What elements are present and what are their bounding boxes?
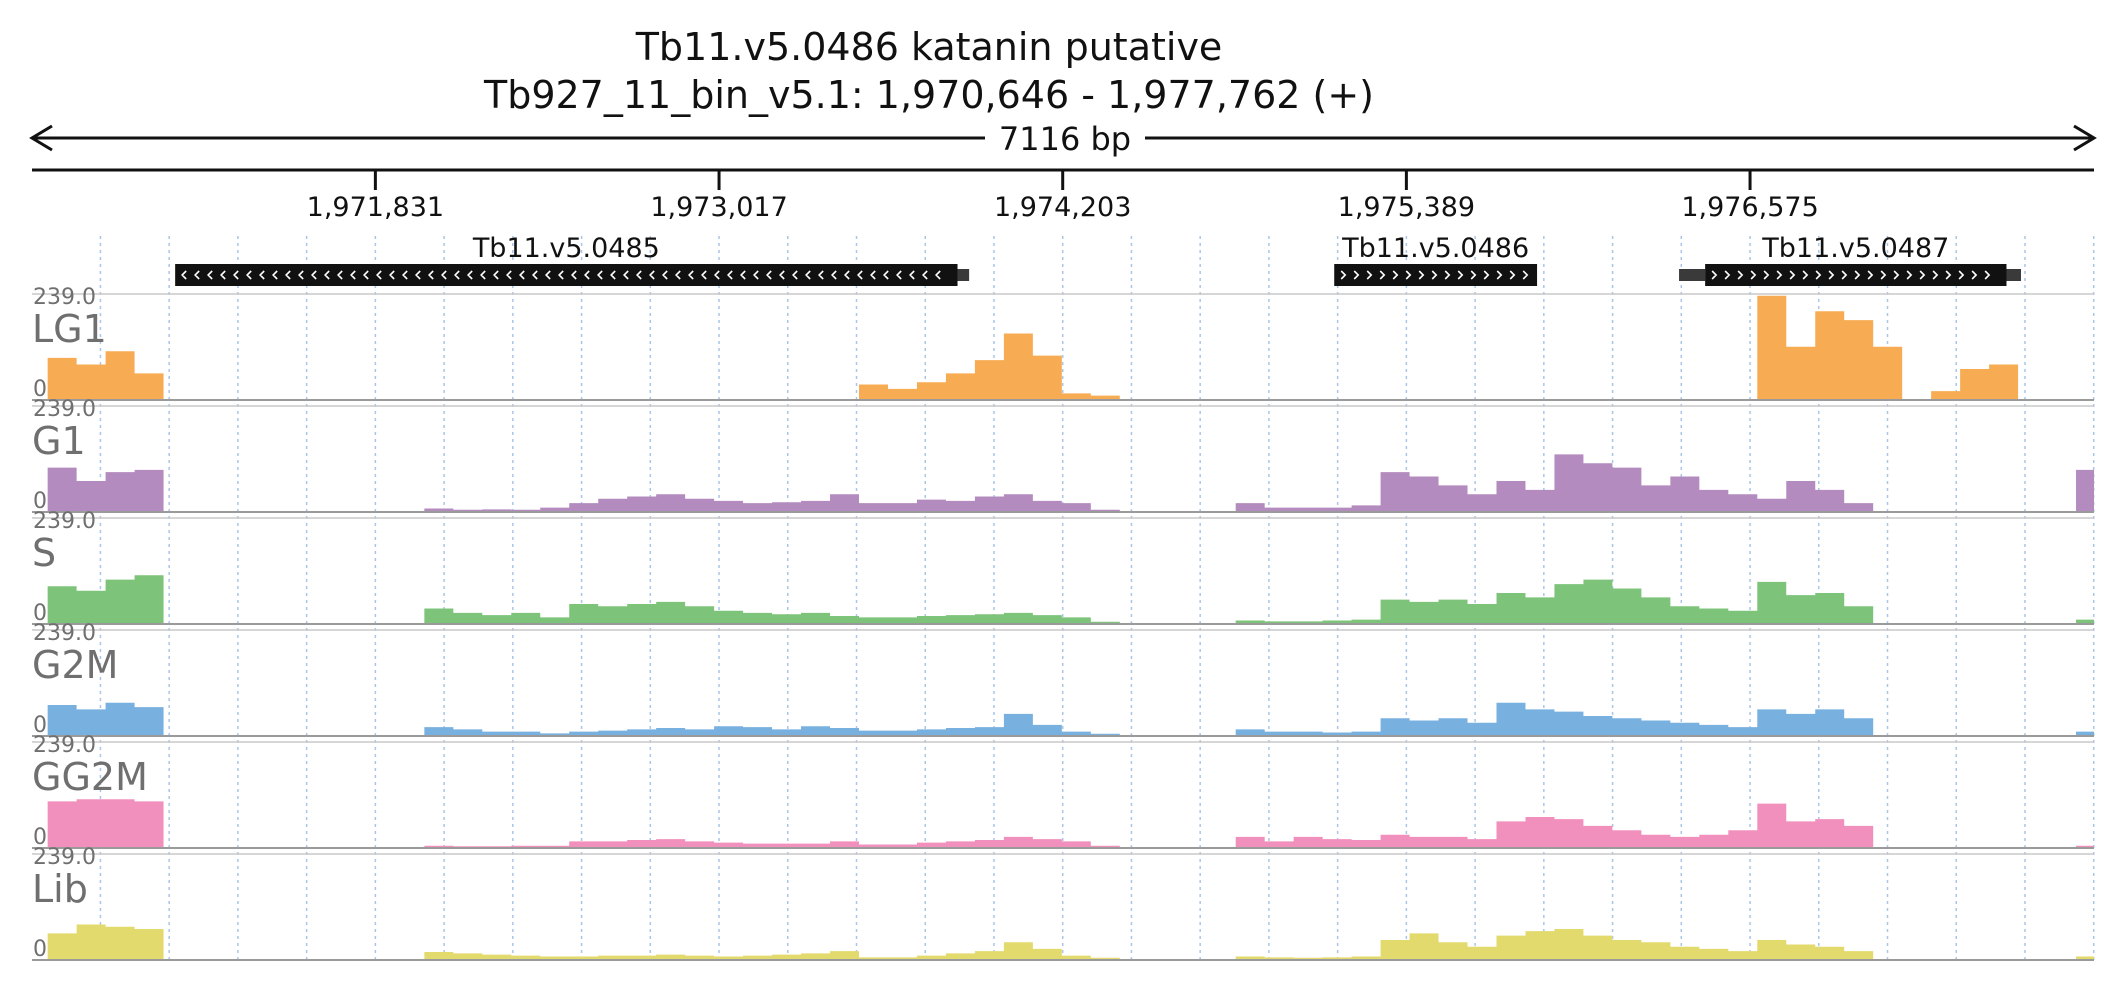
coverage-area xyxy=(32,702,2094,736)
gene-label: Tb11.v5.0486 xyxy=(1341,233,1529,264)
gene-utr xyxy=(957,269,970,281)
chart-subtitle: Tb927_11_bin_v5.1: 1,970,646 - 1,977,762… xyxy=(483,73,1374,117)
coverage-area xyxy=(32,799,2094,848)
region-span: 7116 bp xyxy=(29,120,2097,158)
track-zero-label: 0 xyxy=(33,713,47,738)
span-arrow-right-icon xyxy=(2073,124,2097,152)
tick-label: 1,974,203 xyxy=(994,192,1131,223)
gene-strand-arrows-icon xyxy=(181,270,941,280)
track-max-label: 239.0 xyxy=(33,845,96,870)
chart-title: Tb11.v5.0486 katanin putative xyxy=(635,25,1223,69)
track-zero-label: 0 xyxy=(33,377,47,402)
tick-label: 1,976,575 xyxy=(1681,192,1818,223)
gene-utr xyxy=(2006,269,2021,281)
coverage-tracks: 239.0LG10239.0G10239.0S0239.0G2M0239.0GG… xyxy=(32,285,2094,962)
gene-utr xyxy=(1679,269,1706,281)
track-name-label: Lib xyxy=(32,867,88,911)
span-label: 7116 bp xyxy=(999,120,1131,158)
track-zero-label: 0 xyxy=(33,937,47,962)
tick-label: 1,975,389 xyxy=(1338,192,1475,223)
gene-label: Tb11.v5.0487 xyxy=(1761,233,1949,264)
coverage-area xyxy=(32,575,2094,624)
gene-strand-arrows-icon xyxy=(1340,270,1529,280)
track-max-label: 239.0 xyxy=(33,621,96,646)
gene-track: Tb11.v5.0485 Tb11.v5.0486 Tb11.v5.0487 xyxy=(175,233,2021,286)
coordinate-ticks: 1,971,831 1,973,017 1,974,203 1,975,389 1,97… xyxy=(307,170,1819,223)
track-max-label: 239.0 xyxy=(33,397,96,422)
track-zero-label: 0 xyxy=(33,601,47,626)
tick-label: 1,971,831 xyxy=(307,192,444,223)
gene-body xyxy=(175,264,958,286)
track-name-label: GG2M xyxy=(32,755,148,799)
coverage-area xyxy=(32,295,2094,400)
track-zero-label: 0 xyxy=(33,825,47,850)
span-arrow-left-icon xyxy=(29,124,53,152)
track-s: 239.0S 0 xyxy=(32,509,2094,626)
coverage-area xyxy=(32,454,2094,512)
tick-label: 1,973,017 xyxy=(650,192,787,223)
track-name-label: G2M xyxy=(32,643,118,687)
track-max-label: 239.0 xyxy=(33,733,96,758)
track-name-label: S xyxy=(32,531,56,575)
gene-label: Tb11.v5.0485 xyxy=(472,233,660,264)
track-name-label: G1 xyxy=(32,419,86,463)
track-name-label: LG1 xyxy=(32,307,107,351)
gene-strand-arrows-icon xyxy=(1711,270,1991,280)
track-max-label: 239.0 xyxy=(33,509,96,534)
coverage-area xyxy=(32,924,2094,960)
track-zero-label: 0 xyxy=(33,489,47,514)
track-max-label: 239.0 xyxy=(33,285,96,310)
gene-body xyxy=(1705,264,2007,286)
track-g1: 239.0G1 0 xyxy=(32,397,2094,514)
